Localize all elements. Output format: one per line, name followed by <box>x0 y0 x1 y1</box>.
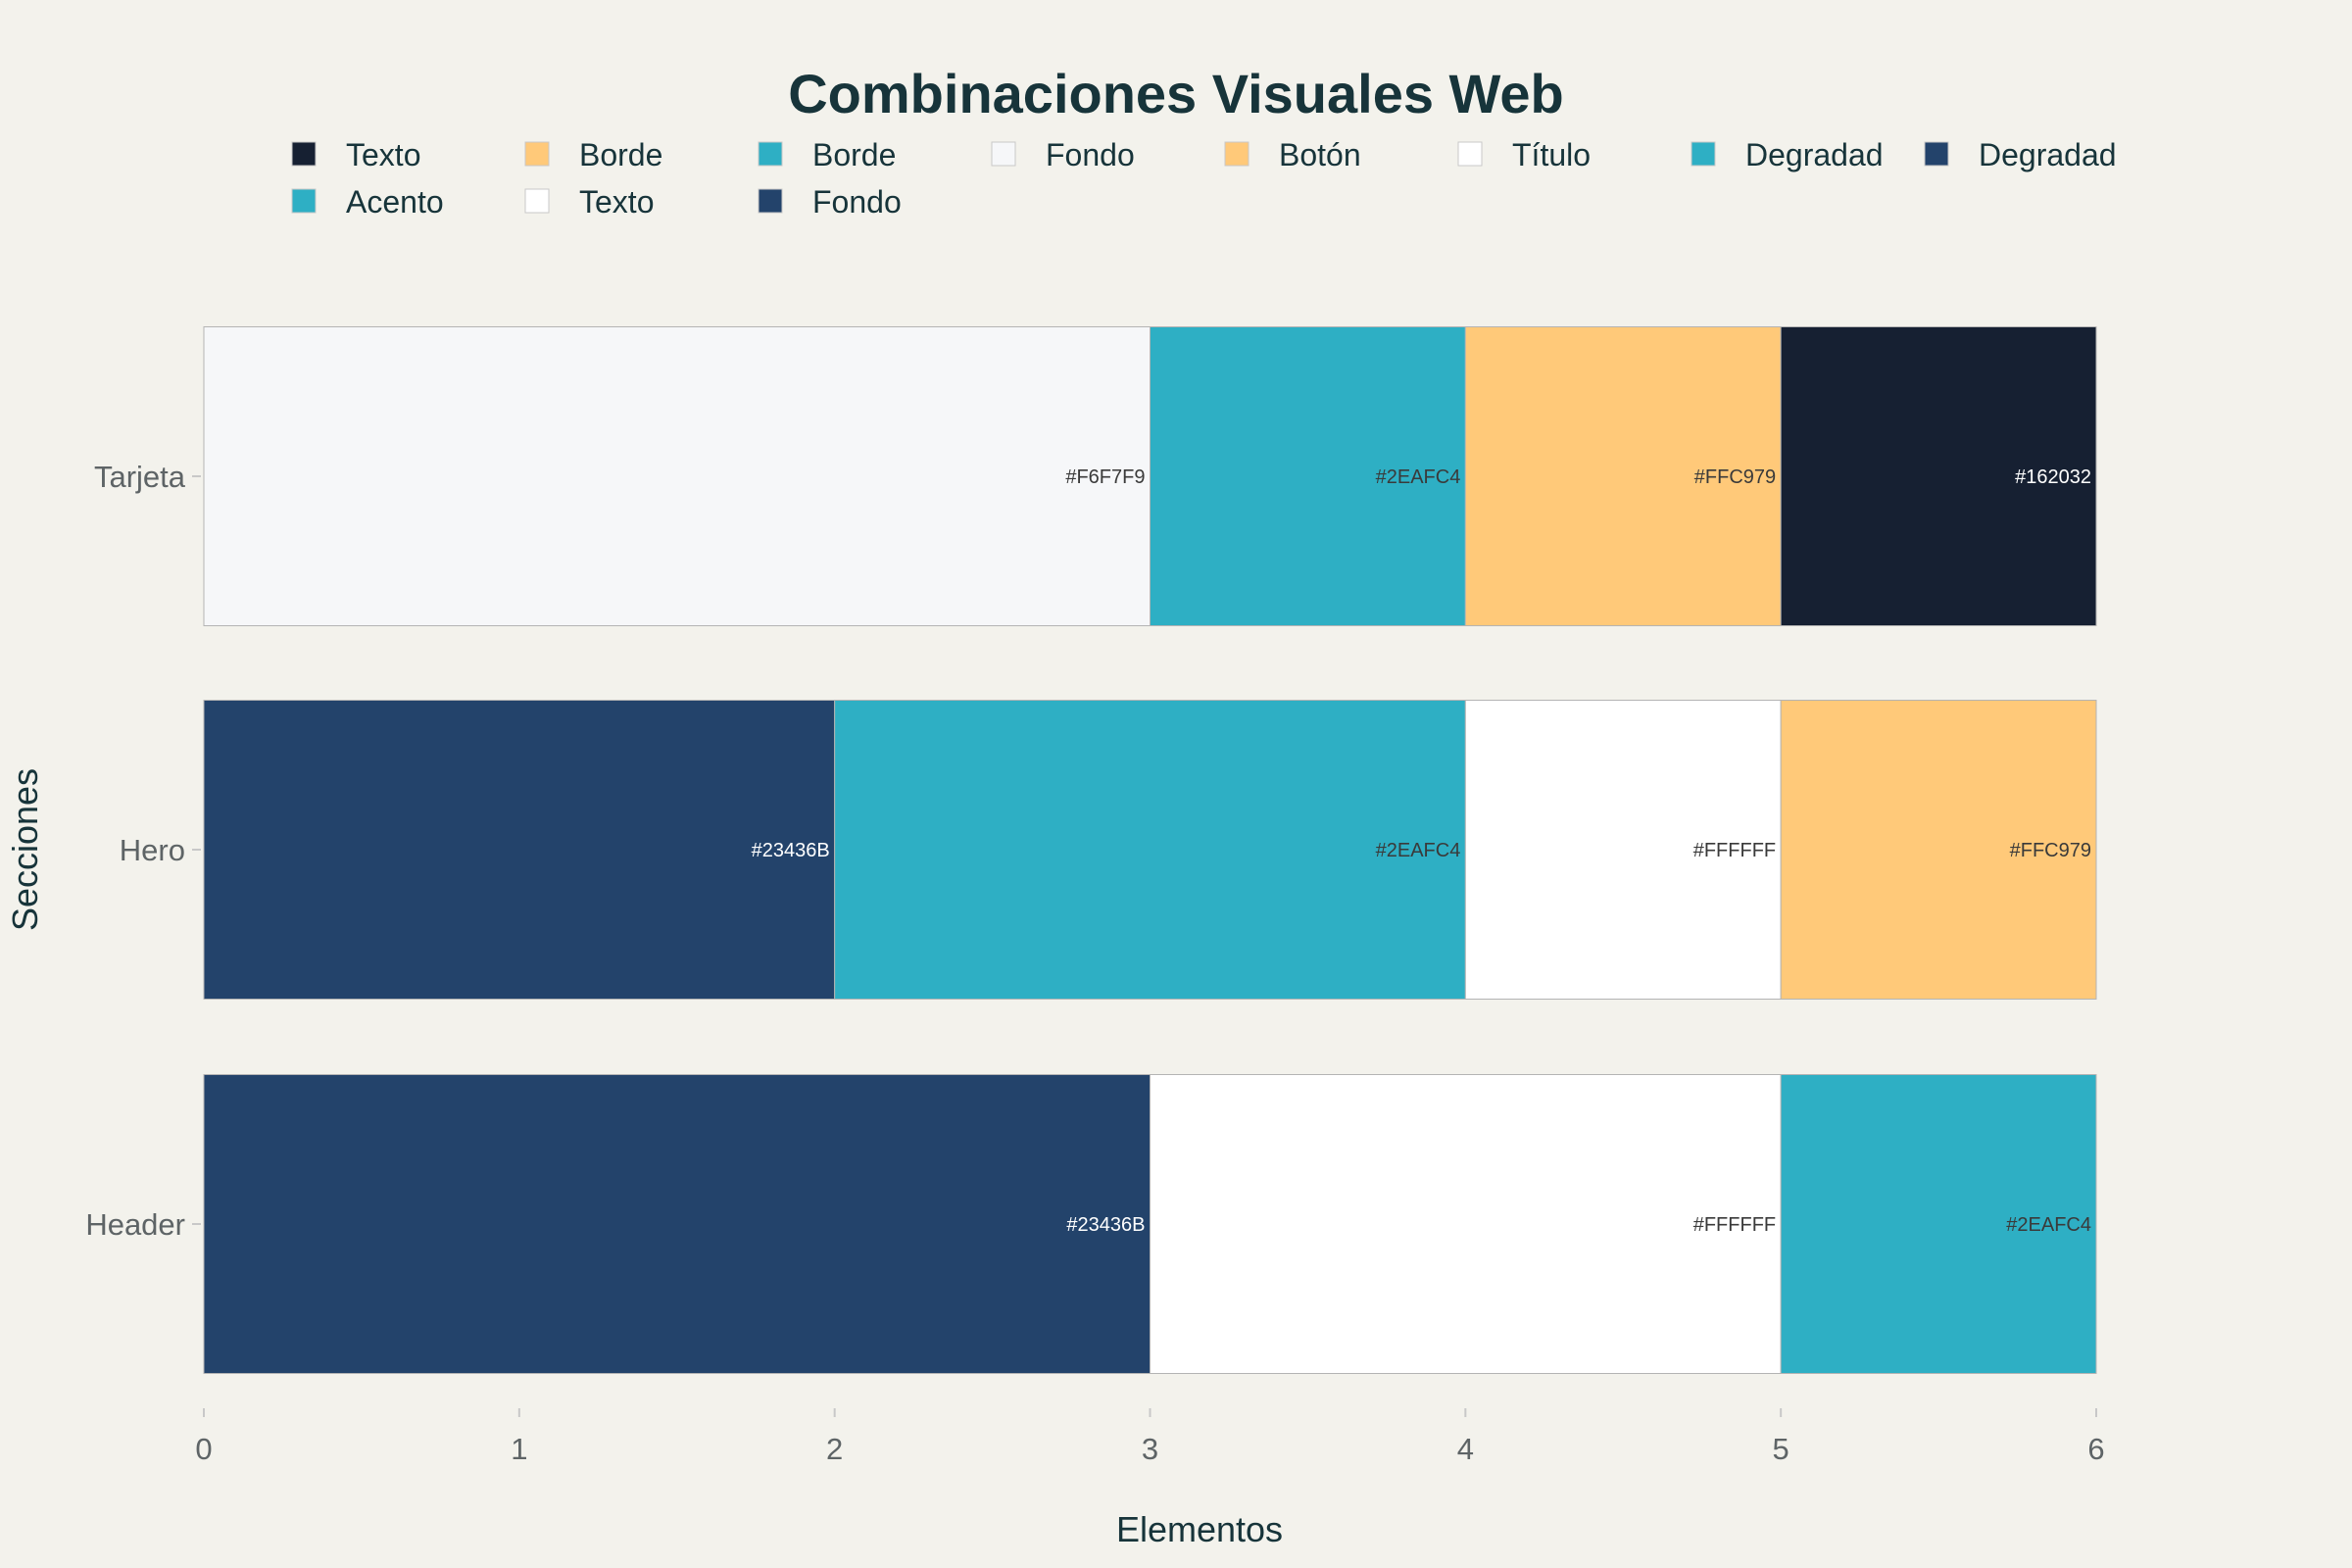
legend-label: Borde <box>812 137 896 172</box>
legend-item-texto-0[interactable]: Texto <box>291 137 420 172</box>
y-tick-label-tarjeta: Tarjeta <box>94 460 186 494</box>
legend-item-degradad-6[interactable]: Degradad <box>1690 137 1884 172</box>
legend-item-boton-4[interactable]: Botón <box>1224 137 1361 172</box>
legend-item-fondo-10[interactable]: Fondo <box>758 184 902 220</box>
legend-swatch <box>1924 141 1949 167</box>
bar-label-tarjeta-2: #FFC979 <box>1694 466 1776 488</box>
legend-label: Fondo <box>812 184 902 220</box>
x-axis: 0 1 2 3 4 5 6 <box>195 1408 2105 1466</box>
y-tick-label-hero: Hero <box>120 833 185 867</box>
legend-swatch <box>1690 141 1716 167</box>
bar-hero-degradad-5[interactable] <box>834 700 1466 1000</box>
bar-tarjeta-acento-1[interactable] <box>1150 326 1466 626</box>
bar-label-tarjeta-3: #162032 <box>2015 466 2091 488</box>
bar-label-tarjeta-1: #2EAFC4 <box>1376 466 1461 488</box>
bar-header-borde-10[interactable] <box>1780 1074 2097 1374</box>
legend-label: Degradad <box>1745 137 1884 172</box>
bar-label-hero-7: #FFC979 <box>2010 840 2091 861</box>
bar-label-header-9: #FFFFFF <box>1693 1214 1776 1236</box>
legend-item-degradad-7[interactable]: Degradad <box>1924 137 2117 172</box>
legend-item-acento-8[interactable]: Acento <box>291 184 444 220</box>
legend-label: Texto <box>346 137 420 172</box>
legend-label: Borde <box>579 137 662 172</box>
bar-hero-titulo-6[interactable] <box>1464 700 1782 1000</box>
bar-tarjeta-texto-3[interactable] <box>1780 326 2097 626</box>
x-tick-label: 3 <box>1142 1432 1158 1466</box>
bar-tarjeta-fondo-0[interactable] <box>203 326 1151 626</box>
x-tick-label: 1 <box>511 1432 527 1466</box>
x-tick-label: 0 <box>195 1432 212 1466</box>
legend-item-borde-2[interactable]: Borde <box>758 137 896 172</box>
plot-area: #F6F7F9 #2EAFC4 #FFC979 #162032 #23436B #2EAF… <box>203 326 2097 1374</box>
legend-swatch <box>524 141 550 167</box>
y-axis: Tarjeta Hero Header <box>85 460 201 1242</box>
legend-swatch <box>291 141 317 167</box>
bar-tarjeta-boton-2[interactable] <box>1464 326 1782 626</box>
bar-label-hero-5: #2EAFC4 <box>1376 840 1461 861</box>
legend-label: Título <box>1512 137 1591 172</box>
y-tick-label-header: Header <box>85 1207 185 1242</box>
x-tick-label: 5 <box>1773 1432 1789 1466</box>
bar-label-header-8: #23436B <box>1066 1214 1145 1236</box>
legend-label: Texto <box>579 184 654 220</box>
legend-label: Acento <box>346 184 444 220</box>
legend-item-borde-1[interactable]: Borde <box>524 137 662 172</box>
legend-label: Degradad <box>1979 137 2117 172</box>
chart-title: Combinaciones Visuales Web <box>788 63 1564 124</box>
legend-swatch <box>1224 141 1250 167</box>
x-tick-label: 4 <box>1457 1432 1474 1466</box>
legend-item-fondo-3[interactable]: Fondo <box>991 137 1135 172</box>
bar-header-texto-9[interactable] <box>1150 1074 1782 1374</box>
x-tick-label: 2 <box>826 1432 843 1466</box>
x-axis-title: Elementos <box>1116 1509 1283 1549</box>
bar-label-tarjeta-0: #F6F7F9 <box>1065 466 1145 488</box>
y-axis-title: Secciones <box>5 768 45 931</box>
legend-label: Fondo <box>1046 137 1135 172</box>
bar-label-hero-6: #FFFFFF <box>1693 840 1776 861</box>
legend-swatch <box>758 141 783 167</box>
legend-item-titulo-5[interactable]: Título <box>1457 137 1591 172</box>
bar-label-header-10: #2EAFC4 <box>2006 1214 2091 1236</box>
bar-hero-borde-7[interactable] <box>1780 700 2097 1000</box>
legend-swatch <box>524 188 550 214</box>
legend-swatch <box>291 188 317 214</box>
legend-label: Botón <box>1279 137 1361 172</box>
legend-swatch <box>991 141 1016 167</box>
legend-item-texto-9[interactable]: Texto <box>524 184 654 220</box>
legend[interactable]: Texto Borde Borde Fondo Botón Título Degradad D… <box>291 137 2117 220</box>
legend-swatch <box>1457 141 1483 167</box>
bar-label-hero-4: #23436B <box>752 840 830 861</box>
bar-header-fondo-8[interactable] <box>203 1074 1151 1374</box>
legend-swatch <box>758 188 783 214</box>
bar-hero-degradad-4[interactable] <box>203 700 836 1000</box>
x-tick-label: 6 <box>2087 1432 2104 1466</box>
